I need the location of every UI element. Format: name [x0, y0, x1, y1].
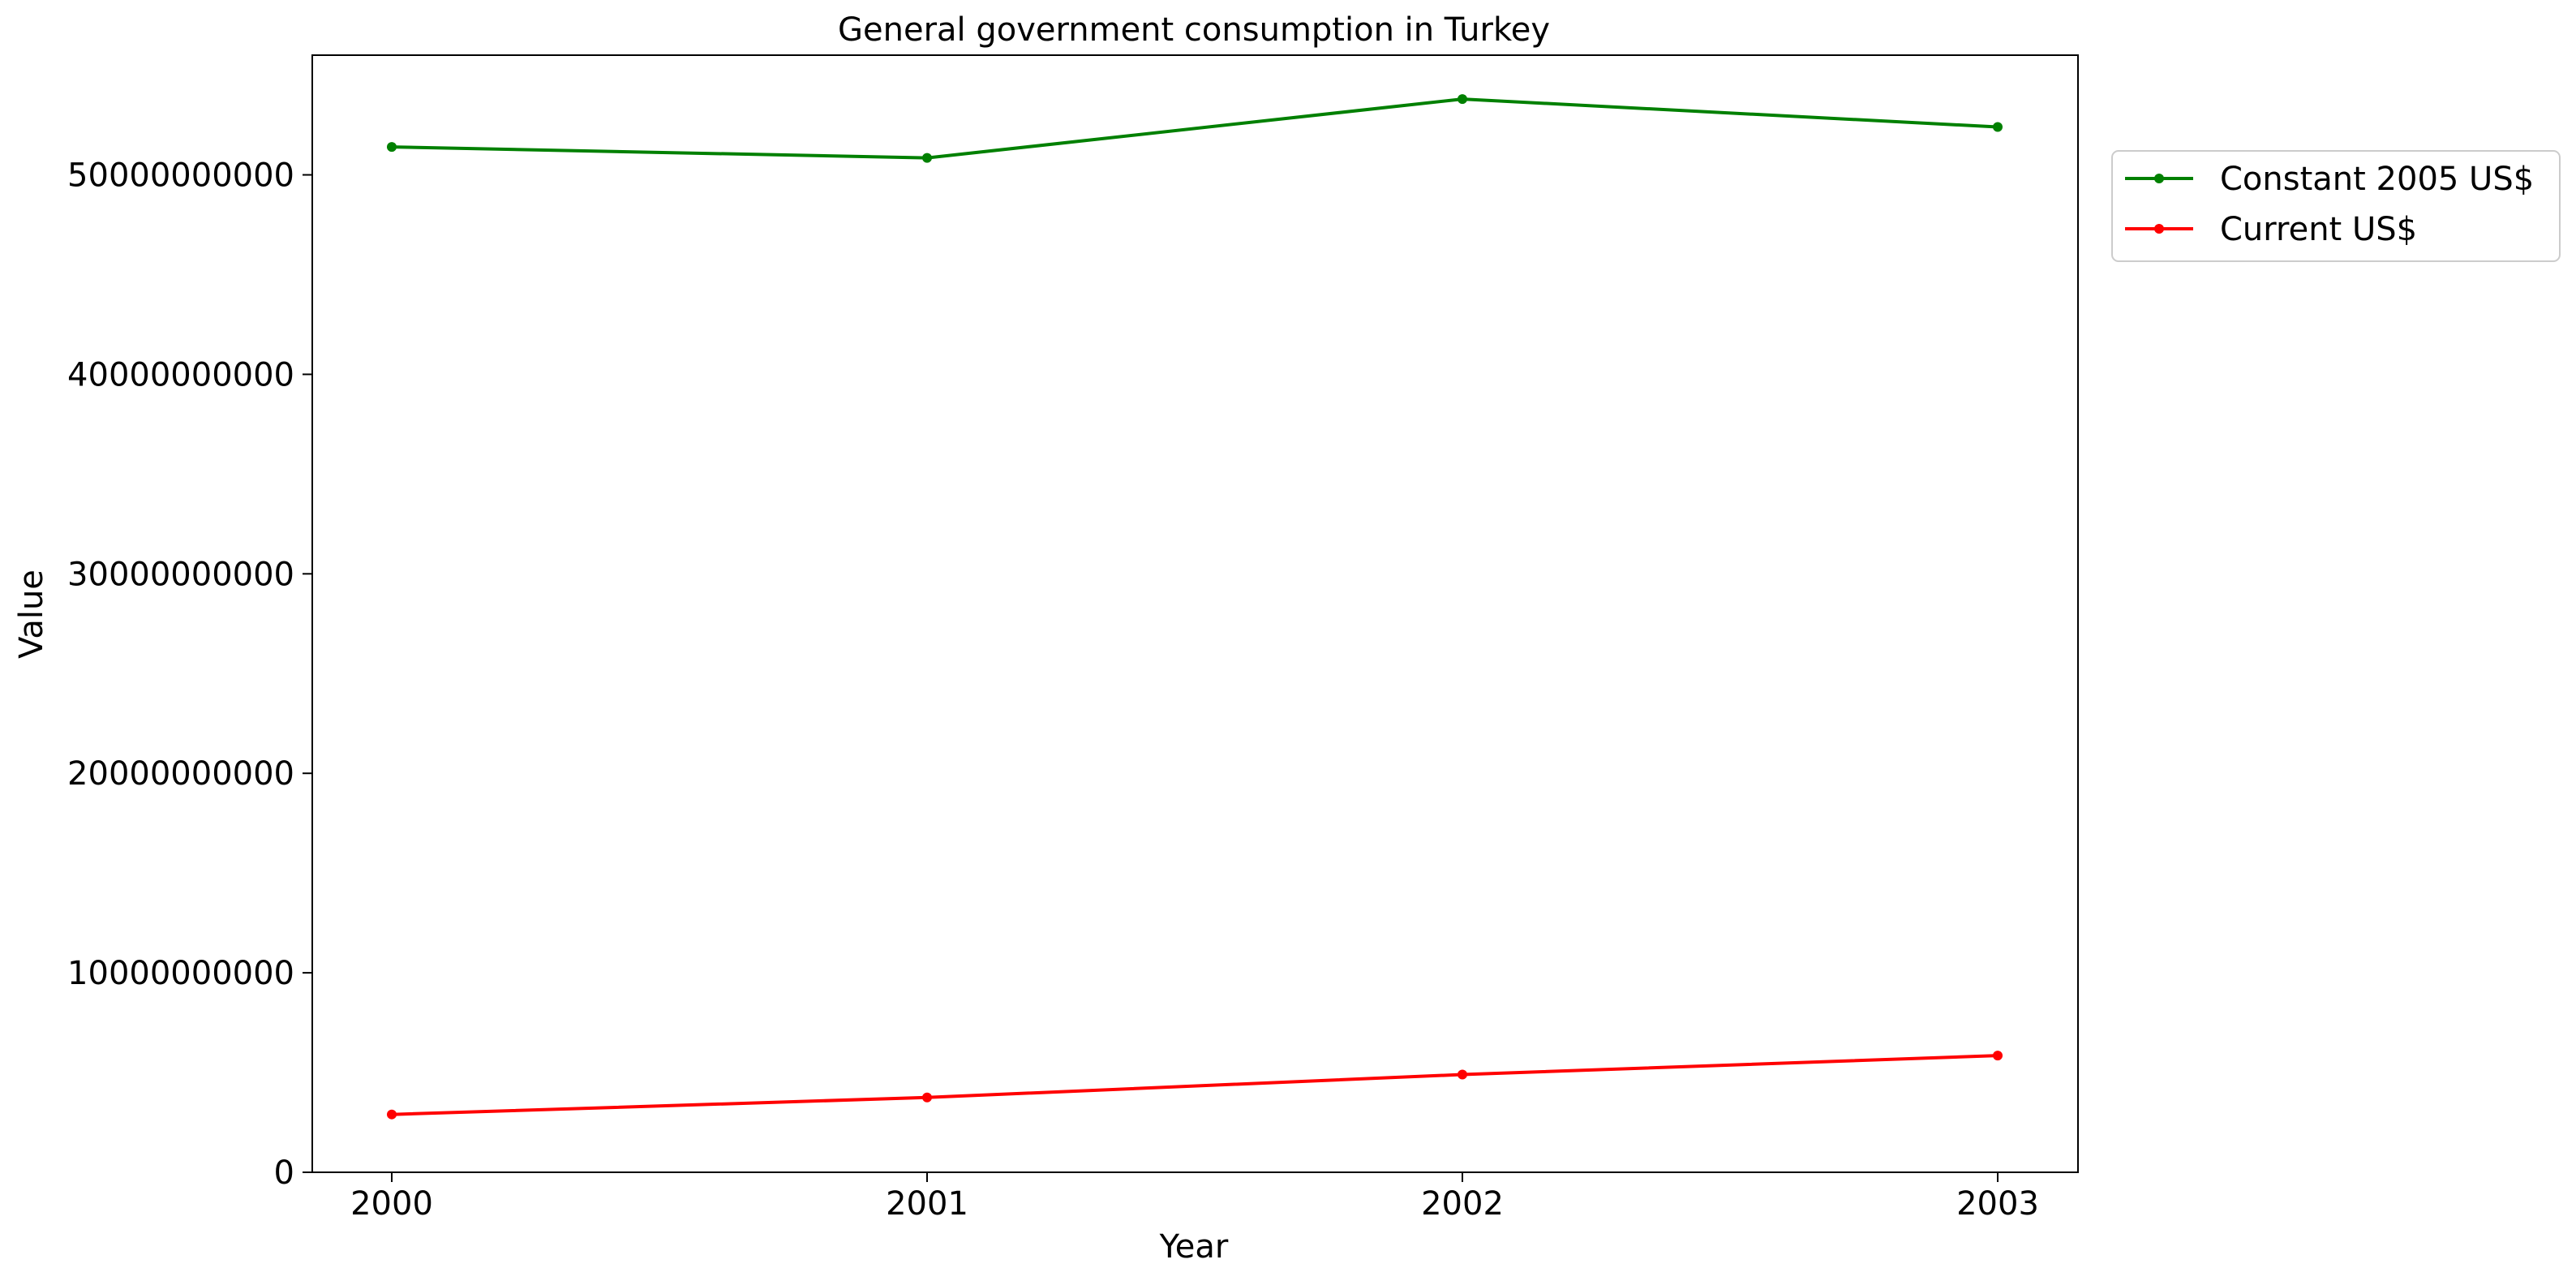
- y-tick-label: 30000000000: [67, 556, 294, 593]
- y-tick-label: 50000000000: [67, 157, 294, 195]
- legend-item: Constant 2005 US$: [2125, 161, 2534, 198]
- series-0: [387, 94, 2003, 163]
- series-layer: [387, 94, 2003, 1120]
- legend-frame: [2111, 150, 2561, 262]
- legend-label: Current US$: [2220, 211, 2417, 248]
- data-point: [1993, 122, 2003, 132]
- y-axis-label: Value: [13, 570, 50, 659]
- series-line: [391, 1054, 1999, 1116]
- x-tick-label: 2001: [886, 1185, 968, 1223]
- x-axis: 2000 2001 2002 2003: [350, 1172, 2039, 1223]
- y-tick-label: 0: [274, 1154, 294, 1192]
- data-point: [1458, 94, 1467, 105]
- legend: Constant 2005 US$ Current US$: [2111, 150, 2561, 262]
- x-tick-label: 2002: [1421, 1185, 1504, 1223]
- plot-area: [311, 54, 2079, 1173]
- x-axis-label: Year: [1159, 1228, 1229, 1266]
- legend-swatch-marker: [2154, 224, 2164, 234]
- x-tick-label: 2003: [1956, 1185, 2039, 1223]
- data-point: [387, 142, 397, 153]
- data-point: [922, 153, 932, 163]
- y-tick-label: 10000000000: [67, 955, 294, 992]
- series-1: [387, 1051, 2003, 1120]
- legend-label: Constant 2005 US$: [2220, 161, 2534, 198]
- data-point: [1458, 1069, 1467, 1080]
- legend-swatch-marker: [2154, 174, 2164, 183]
- series-line: [391, 97, 1999, 160]
- y-tick-label: 40000000000: [67, 356, 294, 393]
- legend-item: Current US$: [2125, 211, 2417, 248]
- data-point: [387, 1109, 397, 1120]
- y-axis: 0 10000000000 20000000000 30000000000 400000…: [67, 157, 312, 1192]
- x-tick-label: 2000: [350, 1185, 433, 1223]
- chart-title: General government consumption in Turkey: [838, 11, 1550, 49]
- data-point: [1993, 1051, 2003, 1061]
- y-tick-label: 20000000000: [67, 755, 294, 793]
- data-point: [922, 1092, 932, 1103]
